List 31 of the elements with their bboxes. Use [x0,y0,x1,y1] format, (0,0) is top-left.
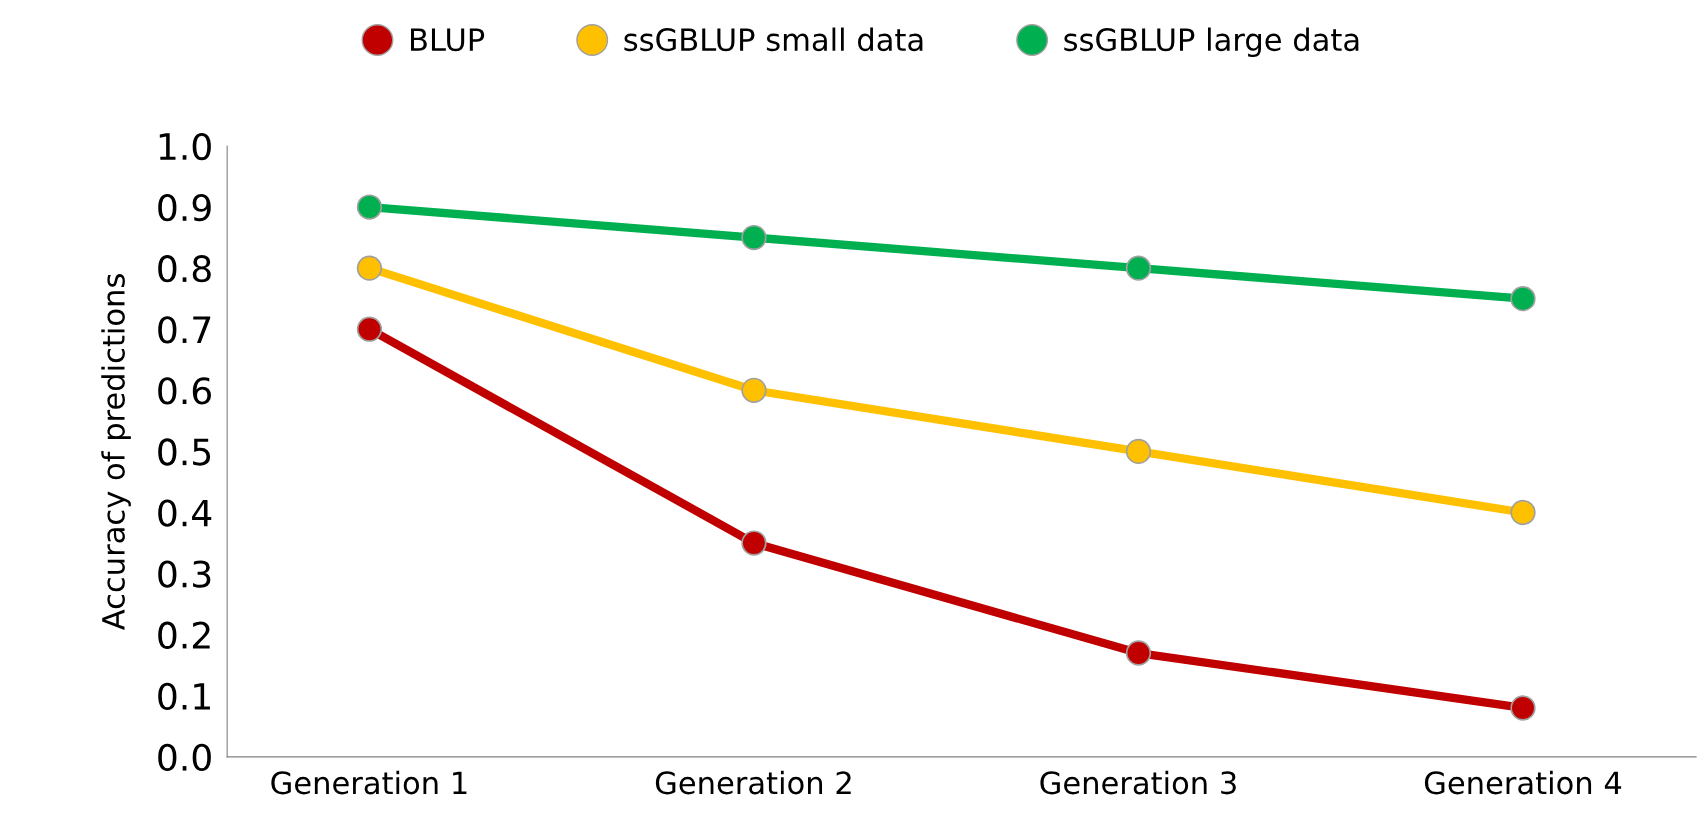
point [1125,640,1152,666]
y-axis-title: Accuracy of predictions [101,274,131,630]
point [1510,499,1536,526]
y-tick-label: 0.4 [158,499,212,527]
x-tick-label: Generation 2 [655,770,851,795]
y-tick-label: 0.8 [158,255,211,283]
point [741,530,767,556]
y-tick-label: 0.6 [158,377,211,405]
x-tick-label: Generation 4 [1424,770,1622,795]
legend-label: ssGBLUP large data [1064,27,1359,58]
y-tick-label: 0.1 [158,682,210,710]
x-tick-label: Generation 1 [271,770,467,795]
y-tick-label: 0.5 [158,438,211,466]
point [356,255,383,281]
point [741,377,767,403]
point [356,194,383,220]
point [741,224,767,251]
y-tick-label: 0.0 [158,743,211,772]
y-tick-label: 0.2 [158,621,210,649]
legend-label: ssGBLUP small data [624,27,923,52]
y-tick-label: 1.0 [159,132,211,161]
y-tick-label: 0.3 [158,560,211,588]
x-tick-label: Generation 3 [1040,770,1236,795]
point [1510,695,1536,721]
legend-label: BLUP [411,28,485,52]
point [356,316,383,342]
y-tick-label: 0.7 [158,316,211,344]
y-tick-label: 0.9 [158,193,211,222]
point [1125,255,1152,281]
point [1510,286,1536,312]
point [1125,438,1152,465]
